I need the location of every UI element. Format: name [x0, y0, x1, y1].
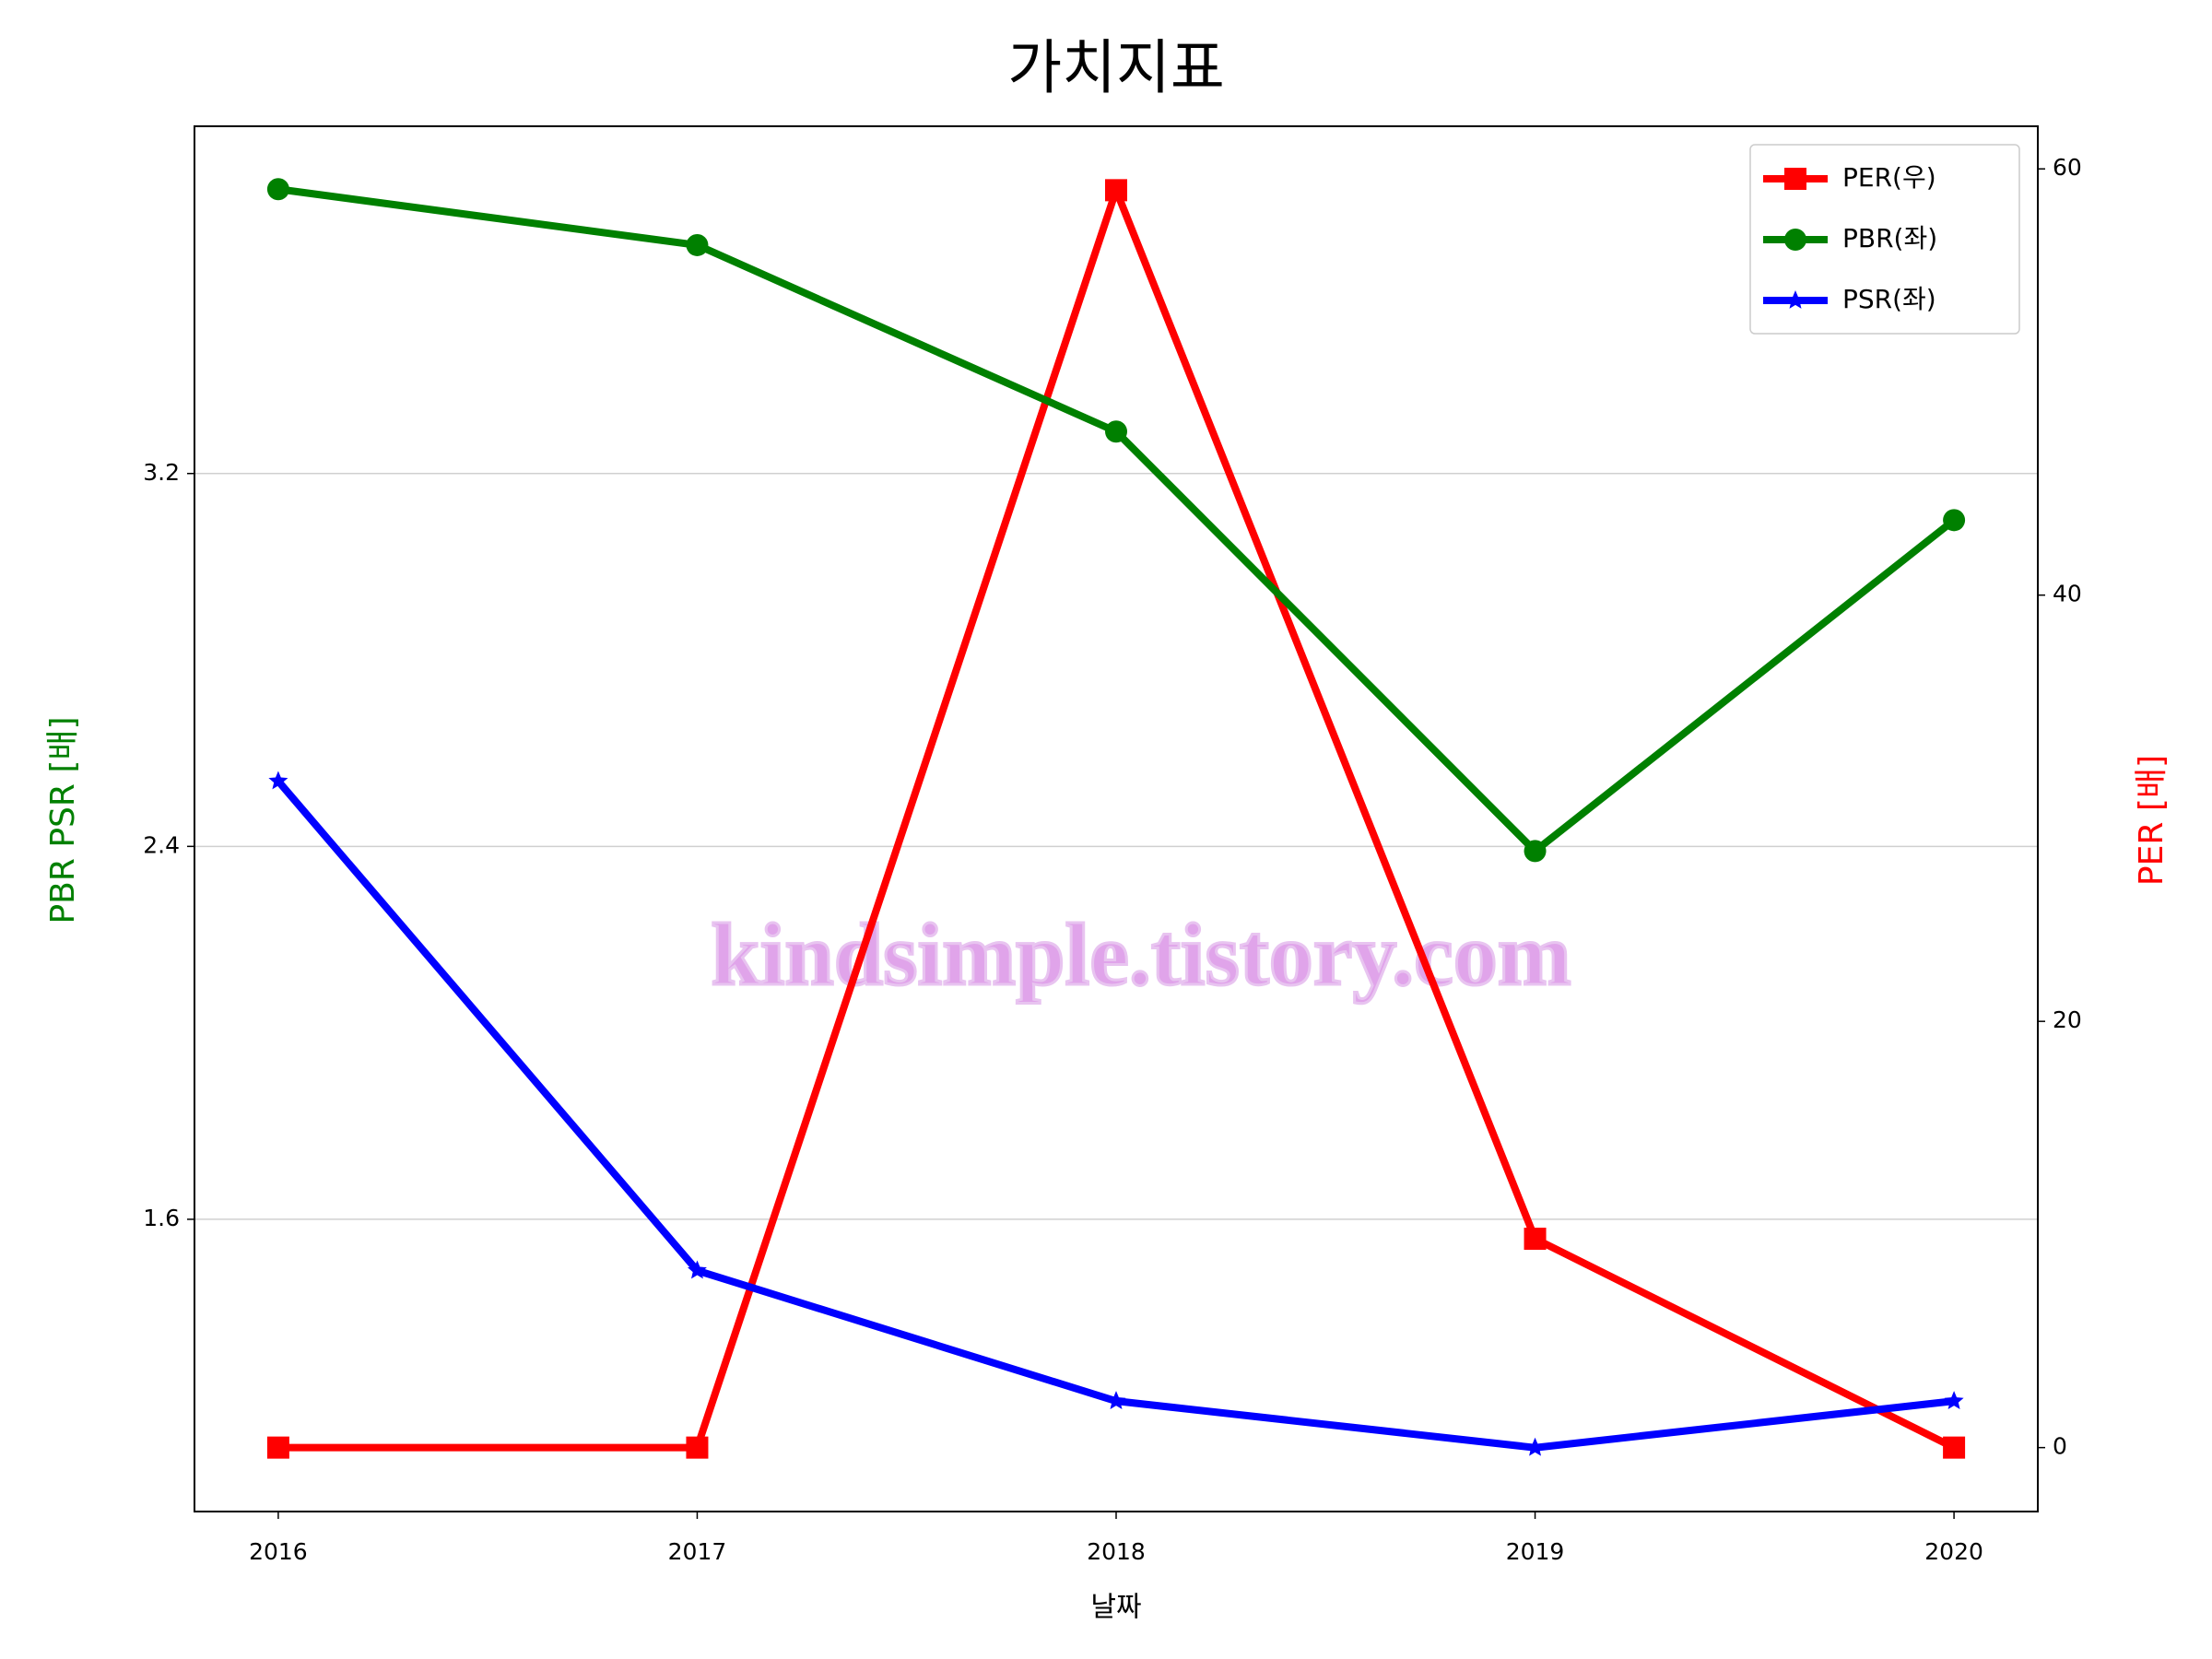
- plot-frame: [194, 125, 2039, 1512]
- marker: [1524, 1228, 1547, 1251]
- legend-marker: [1784, 168, 1806, 190]
- marker: [688, 1260, 707, 1279]
- y2-axis-label: PER [배]: [2133, 755, 2171, 886]
- y2-tick-label: 20: [2053, 1006, 2082, 1033]
- legend-marker: [1784, 229, 1806, 251]
- legend-marker: [1785, 290, 1806, 309]
- x-tick-label: 2016: [249, 1538, 308, 1565]
- y2-tick-label: 60: [2053, 154, 2082, 181]
- legend-label: PBR(좌): [1842, 223, 1937, 253]
- marker: [1944, 1391, 1964, 1409]
- marker: [1525, 1437, 1545, 1456]
- x-tick-label: 2018: [1087, 1538, 1146, 1565]
- marker: [266, 178, 289, 201]
- legend-label: PER(우): [1842, 162, 1936, 193]
- marker: [686, 1436, 709, 1459]
- legend-label: PSR(좌): [1842, 284, 1936, 314]
- y2-tick-label: 0: [2053, 1433, 2067, 1460]
- y-axis-label: PBR PSR [배]: [44, 716, 82, 924]
- y-tick-label: 3.2: [143, 459, 180, 486]
- marker: [686, 233, 709, 256]
- legend-box: [1749, 144, 2020, 335]
- y-tick-label: 2.4: [143, 831, 180, 858]
- chart-title: 가치지표: [1007, 35, 1225, 103]
- marker: [1943, 509, 1966, 532]
- marker: [268, 771, 288, 790]
- marker: [1524, 840, 1547, 863]
- marker: [1943, 1436, 1966, 1459]
- x-tick-label: 2019: [1506, 1538, 1565, 1565]
- watermark: kindsimple.tistory.com: [711, 905, 1571, 1004]
- marker: [1106, 1391, 1126, 1409]
- marker: [1105, 179, 1127, 202]
- x-axis-label: 날짜: [1090, 1592, 1141, 1624]
- y2-tick-label: 40: [2053, 581, 2082, 607]
- y-tick-label: 1.6: [143, 1205, 180, 1231]
- x-tick-label: 2020: [1924, 1538, 1983, 1565]
- marker: [266, 1436, 289, 1459]
- x-tick-label: 2017: [668, 1538, 727, 1565]
- marker: [1105, 420, 1127, 443]
